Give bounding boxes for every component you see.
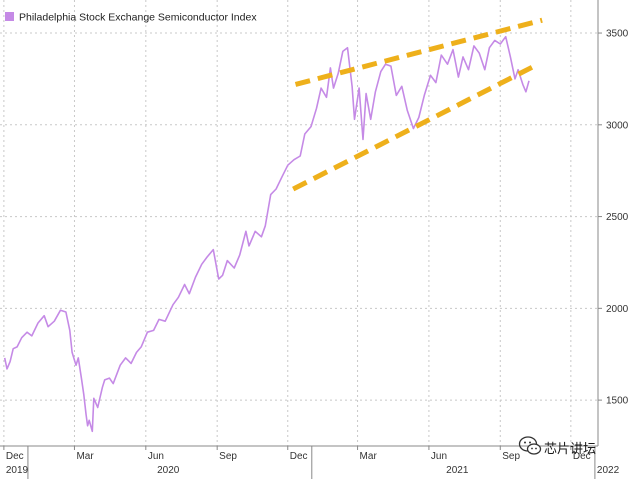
x-tick-label-year: 2019 (6, 465, 29, 476)
y-tick-label: 3500 (606, 29, 629, 40)
x-tick-label-year: 2021 (446, 465, 469, 476)
x-tick-label-month: Dec (573, 451, 591, 462)
x-tick-label-month: Jun (148, 451, 164, 462)
x-tick-label-month: Dec (6, 451, 24, 462)
y-tick-label: 3000 (606, 120, 629, 131)
x-tick-label-month: Mar (360, 451, 378, 462)
trendline-upper (294, 17, 543, 87)
x-tick-label-year: 2020 (157, 465, 180, 476)
x-tick-label-month: Mar (76, 451, 94, 462)
watermark: 芯片讲坛 (518, 436, 596, 457)
x-tick-label-year: 2022 (597, 465, 620, 476)
legend-label: Philadelphia Stock Exchange Semiconducto… (19, 12, 257, 24)
y-tick-label: 1500 (606, 396, 629, 407)
watermark-label: 芯片讲坛 (544, 442, 596, 457)
legend-swatch (5, 12, 14, 21)
grid-layer (0, 0, 598, 446)
x-tick-label-month: Sep (219, 451, 237, 462)
x-tick-label-month: Jun (431, 451, 447, 462)
y-tick-label: 2500 (606, 212, 629, 223)
legend: Philadelphia Stock Exchange Semiconducto… (5, 12, 257, 24)
series-layer (3, 35, 530, 433)
wechat-icon (518, 436, 542, 455)
x-tick-label-month: Sep (502, 451, 520, 462)
series-line-sox (3, 35, 530, 433)
x-tick-label-month: Dec (290, 451, 308, 462)
y-tick-label: 2000 (606, 304, 629, 315)
trend-layer (292, 17, 543, 192)
